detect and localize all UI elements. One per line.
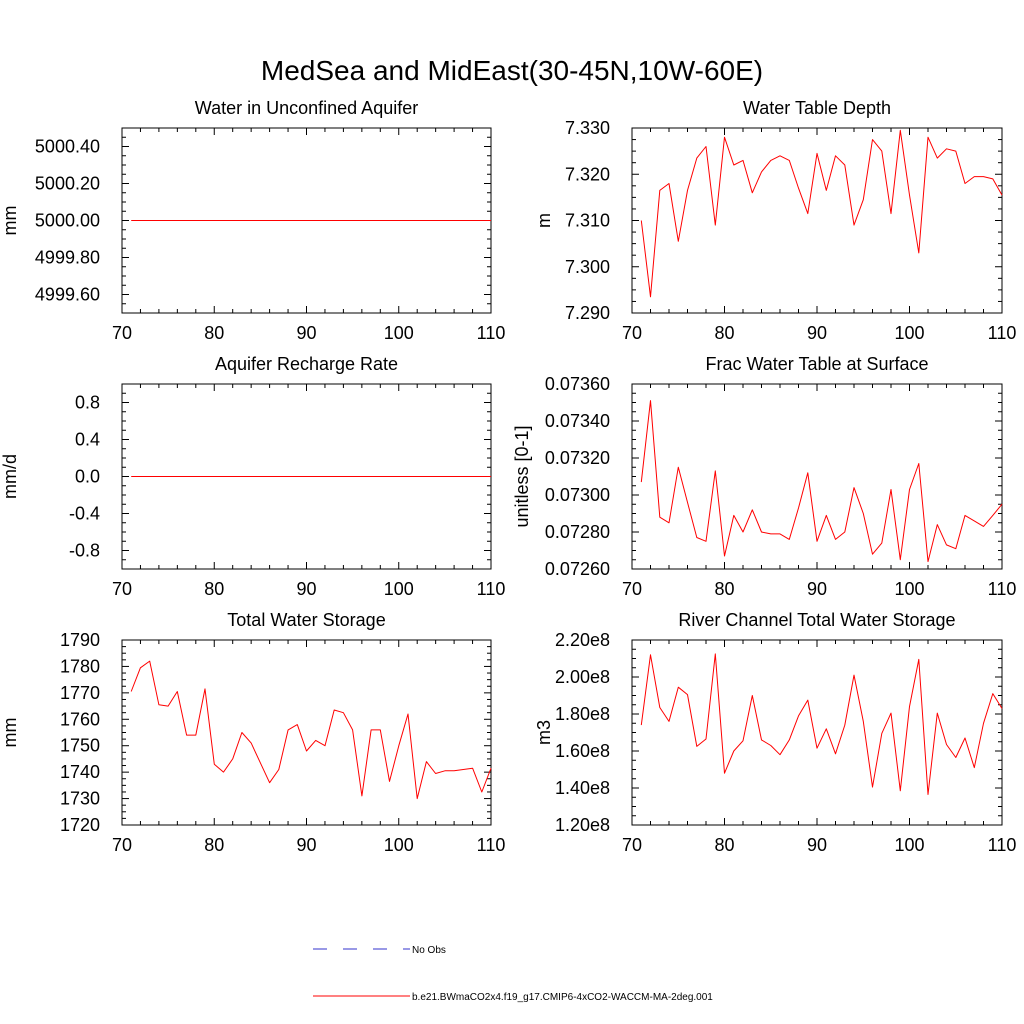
y-tick-label: 1720 xyxy=(60,815,100,835)
y-tick-label: 4999.80 xyxy=(35,248,100,268)
y-tick-label: 2.20e8 xyxy=(555,630,610,650)
y-axis-label: mm xyxy=(0,206,20,236)
x-tick-label: 110 xyxy=(477,579,506,599)
y-tick-label: 0.07360 xyxy=(545,374,610,394)
y-axis-label: m3 xyxy=(534,720,554,745)
figure-title: MedSea and MidEast(30-45N,10W-60E) xyxy=(261,55,763,86)
panel-3: 70 80 90 100 110 -0.8 -0.4 0.0 0.4 0.8 Aquifer Rec… xyxy=(0,354,505,599)
x-tick-label: 80 xyxy=(204,835,224,855)
legend: No Obs b.e21.BWmaCO2x4.f19_g17.CMIP6-4xC… xyxy=(313,945,713,1003)
panel-2: 70 80 90 100 110 7.290 7.300 7.310 7.320 7.330 Wat… xyxy=(534,98,1016,343)
panel-frame xyxy=(121,639,492,826)
y-tick-label: 1.60e8 xyxy=(555,741,610,761)
y-tick-label: 0.07260 xyxy=(545,559,610,579)
y-tick-label: 0.07320 xyxy=(545,448,610,468)
panel-title: Water in Unconfined Aquifer xyxy=(195,98,418,118)
x-tick-label: 100 xyxy=(894,835,924,855)
y-tick-label: 0.0 xyxy=(75,467,100,487)
x-tick-label: 80 xyxy=(204,579,224,599)
y-tick-label: 7.310 xyxy=(565,211,610,231)
y-tick-label: 2.00e8 xyxy=(555,667,610,687)
y-tick-label: 1730 xyxy=(60,789,100,809)
y-tick-label: 1.40e8 xyxy=(555,778,610,798)
y-axis-label: unitless [0-1] xyxy=(512,425,532,527)
y-tick-label: 0.4 xyxy=(75,430,100,450)
panel-title: Frac Water Table at Surface xyxy=(705,354,928,374)
series-line xyxy=(130,660,492,800)
x-tick-label: 80 xyxy=(204,323,224,343)
y-tick-label: 1760 xyxy=(60,709,100,729)
panels: 70 80 90 100 110 4999.60 4999.80 5000.00 5000.20… xyxy=(0,98,1016,855)
series-line xyxy=(640,129,1003,298)
y-tick-label: 0.8 xyxy=(75,393,100,413)
x-tick-label: 70 xyxy=(622,835,642,855)
x-tick-label: 70 xyxy=(112,835,132,855)
legend-model-label: b.e21.BWmaCO2x4.f19_g17.CMIP6-4xCO2-WACC… xyxy=(412,992,713,1003)
x-tick-label: 70 xyxy=(622,579,642,599)
y-tick-label: 4999.60 xyxy=(35,285,100,305)
y-tick-label: 1.20e8 xyxy=(555,815,610,835)
y-tick-label: -0.8 xyxy=(69,541,100,561)
x-tick-label: 70 xyxy=(622,323,642,343)
x-tick-label: 110 xyxy=(477,323,506,343)
panel-4: 70 80 90 100 110 0.07260 0.07280 0.07300 0.07320… xyxy=(512,354,1016,599)
panel-title: Total Water Storage xyxy=(227,610,385,630)
y-tick-label: -0.4 xyxy=(69,504,100,524)
panel-title: Water Table Depth xyxy=(743,98,891,118)
y-tick-label: 1.80e8 xyxy=(555,704,610,724)
x-tick-label: 90 xyxy=(807,323,827,343)
x-tick-label: 80 xyxy=(714,579,734,599)
x-tick-label: 90 xyxy=(296,323,316,343)
x-tick-label: 110 xyxy=(988,323,1017,343)
x-tick-label: 100 xyxy=(384,835,414,855)
x-tick-label: 80 xyxy=(714,323,734,343)
y-tick-label: 7.330 xyxy=(565,118,610,138)
x-tick-label: 110 xyxy=(988,835,1017,855)
y-tick-label: 1790 xyxy=(60,630,100,650)
y-tick-label: 1770 xyxy=(60,683,100,703)
panel-1: 70 80 90 100 110 4999.60 4999.80 5000.00 5000.20… xyxy=(0,98,505,343)
legend-obs-label: No Obs xyxy=(412,945,446,956)
x-tick-label: 100 xyxy=(384,579,414,599)
y-tick-label: 5000.20 xyxy=(35,174,100,194)
x-tick-label: 100 xyxy=(894,579,924,599)
panel-frame xyxy=(631,639,1003,826)
y-tick-label: 1740 xyxy=(60,762,100,782)
y-tick-label: 7.300 xyxy=(565,257,610,277)
x-tick-label: 90 xyxy=(807,579,827,599)
panel-title: River Channel Total Water Storage xyxy=(678,610,955,630)
y-axis-label: m xyxy=(534,213,554,228)
y-axis-label: mm xyxy=(0,718,20,748)
panel-6: 70 80 90 100 110 1.20e8 1.40e8 1.60e8 1.80e8 2.00… xyxy=(534,610,1016,855)
y-axis-label: mm/d xyxy=(0,454,20,499)
y-tick-label: 7.320 xyxy=(565,164,610,184)
y-tick-label: 0.07340 xyxy=(545,411,610,431)
x-tick-label: 90 xyxy=(807,835,827,855)
panel-5: 70 80 90 100 110 1720 1730 1740 1750 1760 1770 1780… xyxy=(0,610,505,855)
y-tick-label: 1750 xyxy=(60,736,100,756)
x-tick-label: 100 xyxy=(384,323,414,343)
x-tick-label: 70 xyxy=(112,579,132,599)
series-line xyxy=(640,653,1003,795)
x-tick-label: 110 xyxy=(988,579,1017,599)
y-tick-label: 0.07280 xyxy=(545,522,610,542)
panel-title: Aquifer Recharge Rate xyxy=(215,354,398,374)
series-line xyxy=(640,400,1003,563)
x-tick-label: 70 xyxy=(112,323,132,343)
x-tick-label: 110 xyxy=(477,835,506,855)
y-tick-label: 0.07300 xyxy=(545,485,610,505)
y-tick-label: 5000.40 xyxy=(35,137,100,157)
y-tick-label: 1780 xyxy=(60,656,100,676)
x-tick-label: 80 xyxy=(714,835,734,855)
x-tick-label: 90 xyxy=(296,835,316,855)
y-tick-label: 5000.00 xyxy=(35,211,100,231)
x-tick-label: 90 xyxy=(296,579,316,599)
y-tick-label: 7.290 xyxy=(565,303,610,323)
x-tick-label: 100 xyxy=(894,323,924,343)
